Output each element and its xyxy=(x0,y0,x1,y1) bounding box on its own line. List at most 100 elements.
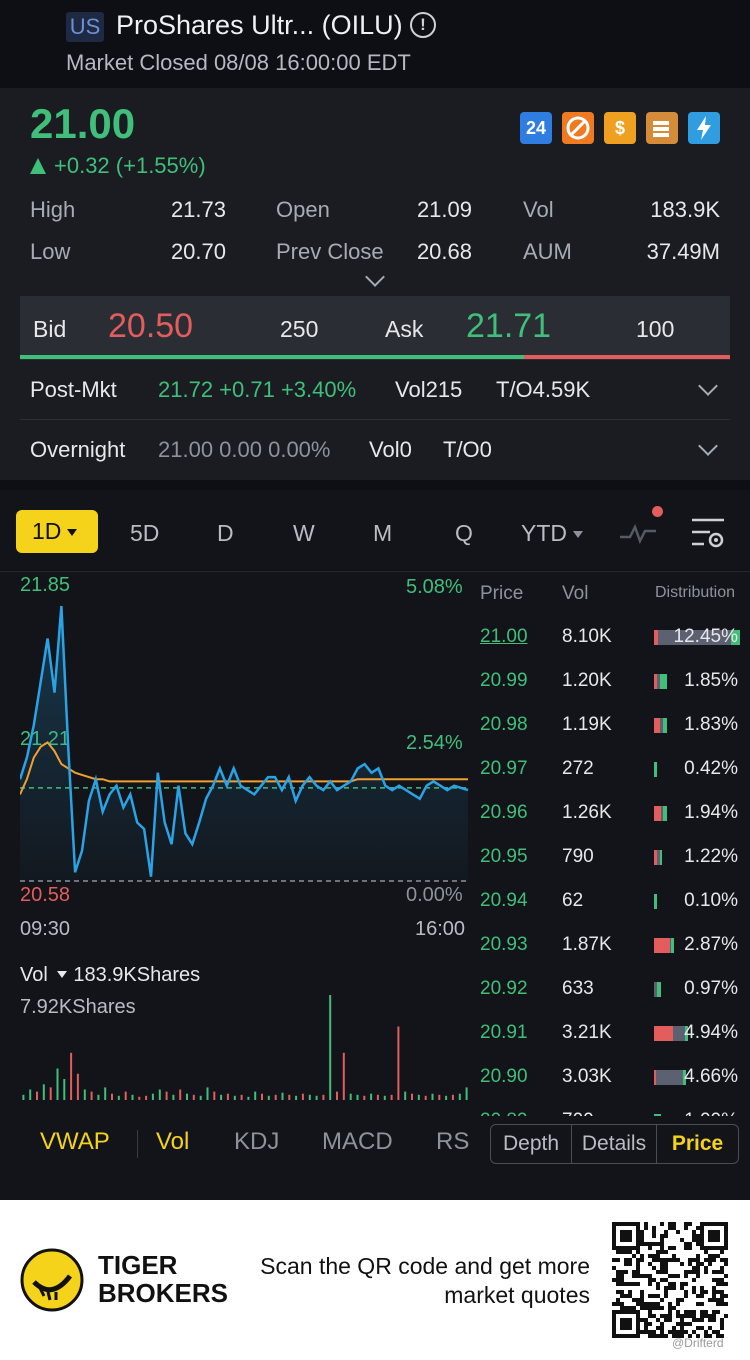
distribution-price: 20.96 xyxy=(480,802,528,823)
volume-bar xyxy=(363,1095,366,1100)
indicator-kdj[interactable]: KDJ xyxy=(234,1128,280,1155)
timeframe-month[interactable]: M xyxy=(373,520,393,546)
flash-icon[interactable] xyxy=(688,112,720,144)
distribution-bar xyxy=(654,674,667,689)
prev-close-value: 20.68 xyxy=(416,239,472,264)
pct-axis-mid: 2.54% xyxy=(406,732,463,754)
indicator-line-icon[interactable] xyxy=(618,517,658,552)
dollar-icon[interactable]: $ xyxy=(604,112,636,144)
volume-bar xyxy=(240,1094,243,1100)
indicator-macd[interactable]: MACD xyxy=(322,1128,393,1155)
timeframe-5d[interactable]: 5D xyxy=(130,520,160,546)
distribution-bar xyxy=(654,894,657,909)
timeframe-ytd[interactable]: YTD xyxy=(521,520,583,547)
distribution-vol: 8.10K xyxy=(562,626,612,647)
distribution-row[interactable]: 20.89 700 1.00% xyxy=(476,1094,750,1116)
distribution-bar xyxy=(654,718,667,733)
distribution-pct: 0.42% xyxy=(684,758,738,779)
intraday-chart[interactable] xyxy=(20,598,470,908)
volume-bar xyxy=(261,1093,263,1100)
indicator-vwap[interactable]: VWAP xyxy=(40,1128,110,1155)
distribution-bar xyxy=(654,938,674,953)
volume-bar xyxy=(465,1087,468,1100)
indicator-rs[interactable]: RS xyxy=(436,1128,470,1155)
indicator-vol[interactable]: Vol xyxy=(156,1128,190,1155)
distribution-row[interactable]: 20.93 1.87K 2.87% xyxy=(476,918,750,962)
distribution-row[interactable]: 20.94 62 0.10% xyxy=(476,874,750,918)
divider xyxy=(137,1130,138,1158)
pct-axis-low: 0.00% xyxy=(406,884,463,906)
volume-bar xyxy=(97,1094,100,1100)
timeframe-quarter[interactable]: Q xyxy=(455,520,473,546)
distribution-row[interactable]: 21.00 8.10K 12.45% xyxy=(476,610,750,654)
timeframe-week[interactable]: W xyxy=(293,520,315,546)
distribution-row[interactable]: 20.97 272 0.42% xyxy=(476,742,750,786)
volume-bar xyxy=(36,1091,38,1100)
distribution-vol: 272 xyxy=(562,758,594,779)
distribution-row[interactable]: 20.90 3.03K 4.66% xyxy=(476,1050,750,1094)
ask-size: 100 xyxy=(636,316,675,342)
distribution-price: 20.90 xyxy=(480,1066,528,1087)
tab-price[interactable]: Price xyxy=(657,1124,739,1164)
volume-bar xyxy=(151,1093,154,1100)
volume-bar xyxy=(117,1095,120,1100)
volume-chart[interactable] xyxy=(20,990,470,1100)
timeframe-day[interactable]: D xyxy=(217,520,234,546)
caret-down-icon xyxy=(67,529,78,536)
distribution-vol: 3.21K xyxy=(562,1022,612,1043)
volume-bar xyxy=(349,1093,352,1100)
ask-share-bar xyxy=(524,355,730,359)
bid-price: 20.50 xyxy=(108,307,194,345)
24h-trading-icon[interactable]: 24 xyxy=(520,112,552,144)
distribution-row[interactable]: 20.98 1.19K 1.83% xyxy=(476,698,750,742)
volume-bar xyxy=(199,1095,202,1100)
watermark: @Drifterd xyxy=(672,1336,724,1350)
info-icon[interactable]: ! xyxy=(410,12,436,38)
distribution-row[interactable]: 20.91 3.21K 4.94% xyxy=(476,1006,750,1050)
distribution-bar xyxy=(654,850,663,865)
header: US ProShares Ultr... (OILU) ! Market Clo… xyxy=(0,0,750,88)
stock-title[interactable]: ProShares Ultr... (OILU) xyxy=(116,10,403,40)
volume-bar xyxy=(356,1094,359,1100)
volume-bar xyxy=(376,1094,379,1100)
volume-bar xyxy=(267,1095,270,1100)
volume-header[interactable]: Vol 183.9KShares xyxy=(20,964,200,987)
price-change-value: +0.32 (+1.55%) xyxy=(54,153,206,178)
distribution-bar xyxy=(654,806,668,821)
distribution-row[interactable]: 20.96 1.26K 1.94% xyxy=(476,786,750,830)
distribution-list[interactable]: 21.00 8.10K 12.45% 20.99 1.20K 1.85% 20.98 1.19… xyxy=(476,610,750,1116)
y-axis-low: 20.58 xyxy=(20,884,71,906)
volume-bar xyxy=(56,1068,59,1100)
qr-code[interactable] xyxy=(612,1222,728,1338)
distribution-row[interactable]: 20.92 633 0.97% xyxy=(476,962,750,1006)
aum-label: AUM xyxy=(523,239,572,264)
volume-total: 183.9KShares xyxy=(73,964,201,986)
market-badge: US xyxy=(66,12,104,42)
distribution-pct: 1.94% xyxy=(684,802,738,823)
distribution-vol: 1.26K xyxy=(562,802,612,823)
ask-label: Ask xyxy=(385,316,424,342)
distribution-row[interactable]: 20.99 1.20K 1.85% xyxy=(476,654,750,698)
low-label: Low xyxy=(30,239,71,264)
volume-bar xyxy=(445,1095,448,1100)
distribution-bar xyxy=(654,762,657,777)
layers-icon[interactable] xyxy=(646,112,678,144)
distribution-row[interactable]: 20.95 790 1.22% xyxy=(476,830,750,874)
distribution-bar xyxy=(654,1026,689,1041)
post-market-label: Post-Mkt xyxy=(30,377,117,402)
timeframe-1d[interactable]: 1D xyxy=(16,510,98,553)
volume-bar xyxy=(220,1094,223,1100)
distribution-pct: 4.94% xyxy=(684,1022,738,1043)
tab-depth[interactable]: Depth xyxy=(490,1124,572,1164)
caret-down-icon xyxy=(57,971,68,978)
no-shorting-icon[interactable] xyxy=(562,112,594,144)
chart-settings-icon[interactable] xyxy=(690,516,726,557)
volume-bar xyxy=(383,1095,386,1100)
pct-axis-high: 5.08% xyxy=(406,576,463,598)
volume-bar xyxy=(342,1052,345,1100)
volume-bar xyxy=(370,1093,373,1100)
tab-details[interactable]: Details xyxy=(572,1124,657,1164)
volume-bar xyxy=(70,1052,73,1100)
volume-bar xyxy=(315,1095,318,1100)
high-label: High xyxy=(30,197,76,222)
